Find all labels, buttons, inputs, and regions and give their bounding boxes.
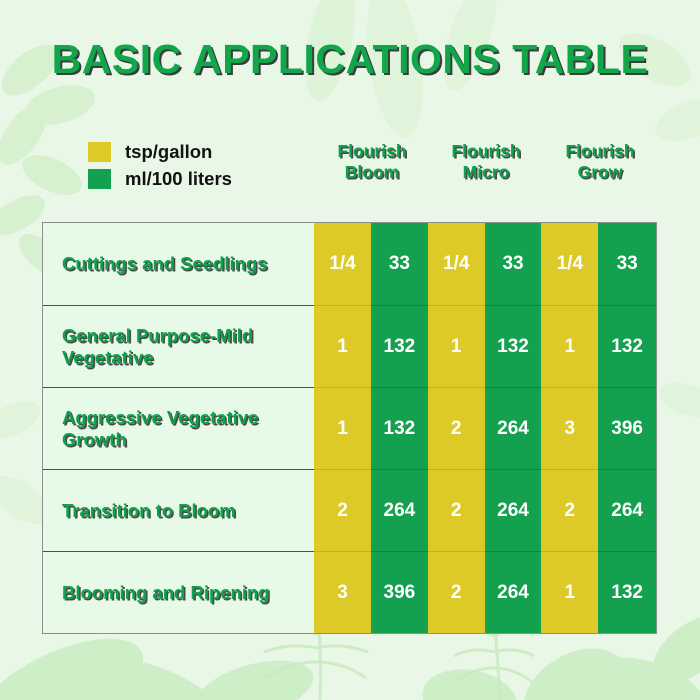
row-label: General Purpose-Mild Vegetative (62, 325, 253, 369)
cell-micro-tsp: 2 (427, 551, 485, 633)
column-header-flourish-bloom: Flourish Bloom (315, 141, 429, 183)
legend-item-tsp: tsp/gallon (88, 138, 232, 165)
row-label-line1: General Purpose-Mild (62, 324, 254, 346)
column-header-line1: Flourish (451, 141, 521, 161)
cell-bloom-ml: 264 (370, 469, 428, 551)
cell-bloom-tsp: 1/4 (314, 223, 371, 305)
cell-micro-tsp: 1 (427, 305, 485, 387)
cell-grow-tsp: 1 (541, 551, 599, 633)
row-label: Transition to Bloom (62, 500, 236, 522)
column-header-flourish-grow: Flourish Grow (543, 141, 657, 183)
column-header-line1: Flourish (565, 141, 635, 161)
row-label: Cuttings and Seedlings (62, 253, 268, 275)
cell-micro-ml: 33 (484, 223, 542, 305)
cell-grow-tsp: 1 (541, 305, 599, 387)
cell-micro-ml: 132 (484, 305, 542, 387)
cell-grow-ml: 132 (598, 305, 657, 387)
cell-bloom-ml: 132 (370, 305, 428, 387)
cell-grow-ml: 33 (598, 223, 657, 305)
page-title: BASIC APPLICATIONS TABLE (51, 36, 649, 82)
table-row: Aggressive Vegetative Growth 1 132 2 264… (43, 387, 657, 469)
cell-micro-tsp: 2 (427, 469, 485, 551)
cell-micro-ml: 264 (484, 469, 542, 551)
cell-bloom-tsp: 2 (314, 469, 371, 551)
cell-bloom-ml: 132 (370, 387, 428, 469)
column-header-line2: Grow (577, 162, 623, 182)
row-label-line1: Cuttings and Seedlings (62, 253, 268, 274)
row-label-cell: Transition to Bloom (43, 469, 315, 551)
row-label-line1: Blooming and Ripening (62, 581, 270, 603)
legend-label-tsp: tsp/gallon (125, 140, 213, 162)
cell-grow-ml: 396 (598, 387, 657, 469)
cell-bloom-tsp: 3 (314, 551, 371, 633)
row-label-line1: Aggressive Vegetative (62, 406, 259, 428)
column-headers: Flourish Bloom Flourish Micro Flourish G… (315, 141, 657, 183)
legend: tsp/gallon ml/100 liters (88, 138, 232, 192)
row-label: Blooming and Ripening (62, 582, 270, 604)
table-row: Blooming and Ripening 3 396 2 264 1 132 (43, 551, 657, 633)
table-row: Cuttings and Seedlings 1/4 33 1/4 33 1/4… (43, 223, 657, 305)
cell-micro-tsp: 1/4 (427, 223, 485, 305)
row-label-cell: Aggressive Vegetative Growth (43, 387, 315, 469)
cell-grow-tsp: 2 (541, 469, 599, 551)
row-label-line2: Growth (62, 428, 127, 450)
cell-micro-tsp: 2 (427, 387, 485, 469)
cell-bloom-ml: 33 (370, 223, 428, 305)
cell-grow-tsp: 3 (541, 387, 599, 469)
row-label-line1: Transition to Bloom (62, 499, 236, 521)
cell-bloom-tsp: 1 (314, 387, 371, 469)
cell-bloom-tsp: 1 (314, 305, 371, 387)
legend-label-ml: ml/100 liters (125, 167, 232, 189)
column-header-line1: Flourish (337, 141, 407, 161)
cell-micro-ml: 264 (484, 551, 542, 633)
column-header-line2: Micro (462, 162, 510, 182)
row-label-cell: Blooming and Ripening (43, 551, 315, 633)
cell-micro-ml: 264 (484, 387, 542, 469)
row-label-cell: General Purpose-Mild Vegetative (43, 305, 315, 387)
table-row: Transition to Bloom 2 264 2 264 2 264 (43, 469, 657, 551)
cell-grow-ml: 264 (598, 469, 657, 551)
yellow-swatch-icon (88, 141, 111, 162)
table-row: General Purpose-Mild Vegetative 1 132 1 … (43, 305, 657, 387)
row-label-cell: Cuttings and Seedlings (43, 223, 315, 305)
green-swatch-icon (88, 168, 111, 189)
cell-grow-ml: 132 (598, 551, 657, 633)
cell-grow-tsp: 1/4 (541, 223, 599, 305)
applications-table: Cuttings and Seedlings 1/4 33 1/4 33 1/4… (42, 222, 657, 634)
row-label-line2: Vegetative (62, 346, 154, 368)
column-header-line2: Bloom (344, 162, 400, 182)
row-label: Aggressive Vegetative Growth (62, 407, 258, 451)
legend-item-ml: ml/100 liters (88, 165, 232, 192)
column-header-flourish-micro: Flourish Micro (429, 141, 543, 183)
cell-bloom-ml: 396 (370, 551, 428, 633)
